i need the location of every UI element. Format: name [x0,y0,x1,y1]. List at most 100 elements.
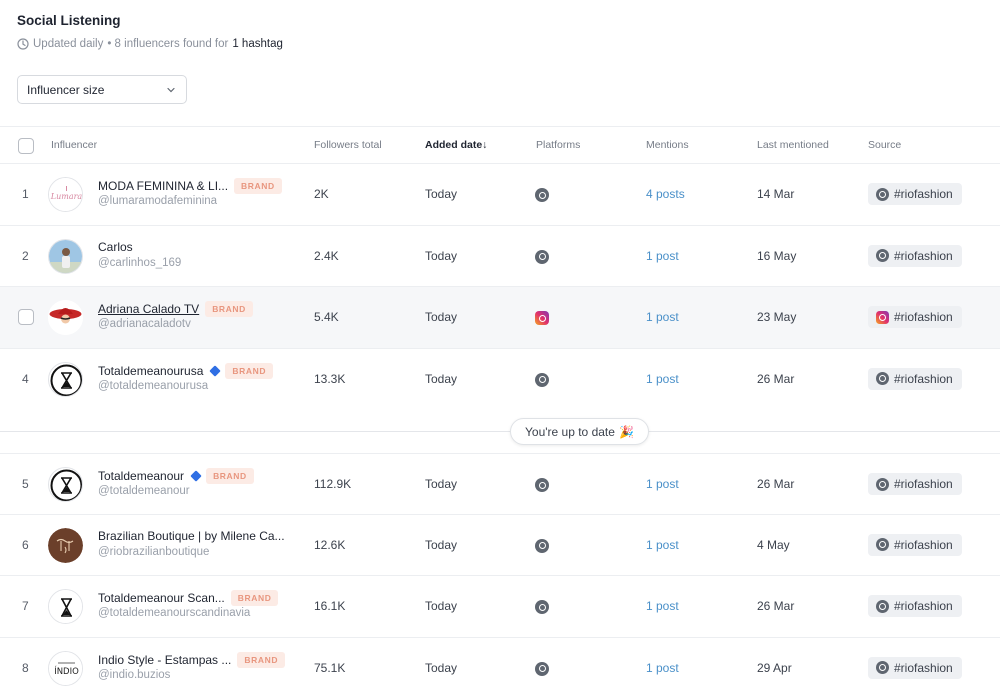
brand-badge: BRAND [206,468,254,484]
influencer-name[interactable]: MODA FEMININA & LI... [98,179,229,193]
dropdown-label: Influencer size [27,82,105,97]
source-label: #riofashion [894,248,953,263]
source-label: #riofashion [894,537,953,552]
last-mentioned: 16 May [757,248,797,263]
table-row[interactable]: 8 ÍNDIO Indio Style - Estampas ... BRAND… [0,638,1000,698]
instagram-icon [535,311,549,325]
avatar[interactable] [48,467,83,502]
added-date: Today [425,371,458,386]
page-title: Social Listening [17,13,121,28]
table-row[interactable]: Adriana Calado TV BRAND @adrianacaladotv… [0,287,1000,349]
up-to-date-divider: You're up to date 🎉 [0,410,1000,453]
avatar[interactable] [48,238,83,274]
table-row[interactable]: 7 Totaldemeanour Scan... BRAND @totaldem… [0,576,1000,638]
table-row[interactable]: 6 Brazilian Boutique | by Milene Ca... @… [0,515,1000,576]
followers-total: 16.1K [314,599,346,613]
threads-icon [535,661,549,676]
threads-icon [876,477,889,491]
mentions-link[interactable]: 4 posts [646,187,685,201]
source-tag[interactable]: #riofashion [868,533,962,556]
party-icon: 🎉 [618,424,634,439]
avatar[interactable] [48,527,83,563]
added-date: Today [425,187,458,201]
influencer-name[interactable]: Brazilian Boutique | by Milene Ca... [98,528,285,543]
svg-text:Lumara: Lumara [50,192,83,201]
threads-icon [876,661,889,674]
column-source[interactable]: Source [868,139,902,151]
column-influencer[interactable]: Influencer [51,139,98,151]
influencer-handle: @totaldemeanour [98,485,190,497]
threads-icon [876,249,889,262]
influencer-name-line: Brazilian Boutique | by Milene Ca... [98,529,285,543]
verified-icon [190,470,202,482]
row-checkbox[interactable] [18,309,34,325]
source-tag[interactable]: #riofashion [868,595,962,617]
last-mentioned: 4 May [757,537,790,552]
up-to-date-label: You're up to date [525,424,615,439]
influencer-handle: @indio.buzios [98,668,171,681]
last-mentioned: 29 Apr [757,660,792,675]
brand-badge: BRAND [234,178,282,194]
influencer-name[interactable]: Totaldemeanour Scan... [98,591,225,605]
table-header: Influencer Followers total Added date↓ P… [0,126,1000,164]
source-tag[interactable]: #riofashion [868,244,962,267]
row-number: 6 [22,537,29,552]
last-mentioned: 26 Mar [757,371,795,386]
table-row[interactable]: 4 Totaldemeanourusa BRAND @totaldemeanou… [0,349,1000,411]
influencer-name[interactable]: Indio Style - Estampas ... [98,652,232,667]
mentions-link[interactable]: 1 post [646,248,679,263]
influencer-name[interactable]: Carlos [98,239,133,254]
column-last-mentioned[interactable]: Last mentioned [757,139,829,151]
row-number: 4 [22,371,29,386]
mentions-link[interactable]: 1 post [646,477,679,491]
column-mentions[interactable]: Mentions [646,139,689,151]
influencer-handle: @totaldemeanourusa [98,379,209,392]
source-label: #riofashion [894,477,953,491]
table-row[interactable]: 1 Lumara MODA FEMININA & LI... BRAND @lu… [0,164,1000,226]
source-tag[interactable]: #riofashion [868,656,962,679]
influencer-size-dropdown[interactable]: Influencer size [17,75,187,104]
chevron-down-icon [167,87,175,92]
influencer-name[interactable]: Adriana Calado TV [98,302,200,316]
source-tag[interactable]: #riofashion [868,183,962,205]
select-all-checkbox[interactable] [18,138,34,154]
source-label: #riofashion [894,599,953,613]
table-row[interactable]: 2 Carlos @carlinhos_169 2.4K Today 1 pos… [0,226,1000,287]
table-row[interactable]: 5 Totaldemeanour BRAND @totaldemeanour 1… [0,453,1000,515]
column-followers[interactable]: Followers total [314,139,382,151]
source-tag[interactable]: #riofashion [868,306,962,328]
avatar[interactable] [48,300,83,335]
column-platforms[interactable]: Platforms [536,139,581,151]
influencer-handle: @lumaramodafeminina [98,195,218,207]
threads-icon [876,187,889,201]
threads-icon [876,372,889,385]
mentions-link[interactable]: 1 post [646,660,679,675]
mentions-link[interactable]: 1 post [646,599,679,613]
mentions-link[interactable]: 1 post [646,310,679,324]
influencer-name-line: Carlos [98,240,133,254]
influencer-name[interactable]: Totaldemeanourusa [98,363,204,378]
threads-icon [535,538,549,553]
threads-icon [535,372,549,387]
added-date: Today [425,537,458,552]
hashtag-count[interactable]: 1 hashtag [232,38,283,50]
avatar[interactable] [48,589,83,624]
influencer-name-line: Totaldemeanour BRAND [98,468,254,484]
mentions-link[interactable]: 1 post [646,537,679,552]
mentions-link[interactable]: 1 post [646,371,679,386]
influencer-name[interactable]: Totaldemeanour [98,469,185,483]
avatar[interactable] [48,361,83,397]
row-number: 2 [22,248,29,263]
followers-total: 13.3K [314,371,346,386]
row-number: 7 [22,599,29,613]
influencer-name-line: MODA FEMININA & LI... BRAND [98,178,282,194]
influencer-handle: @adrianacaladotv [98,318,191,330]
avatar[interactable]: ÍNDIO [48,650,83,686]
source-tag[interactable]: #riofashion [868,473,962,495]
influencer-name-line: Totaldemeanourusa BRAND [98,362,274,379]
avatar[interactable]: Lumara [48,177,83,212]
threads-icon [535,249,549,264]
source-tag[interactable]: #riofashion [868,367,962,390]
threads-icon [535,188,549,202]
column-added-date[interactable]: Added date↓ [425,139,488,151]
